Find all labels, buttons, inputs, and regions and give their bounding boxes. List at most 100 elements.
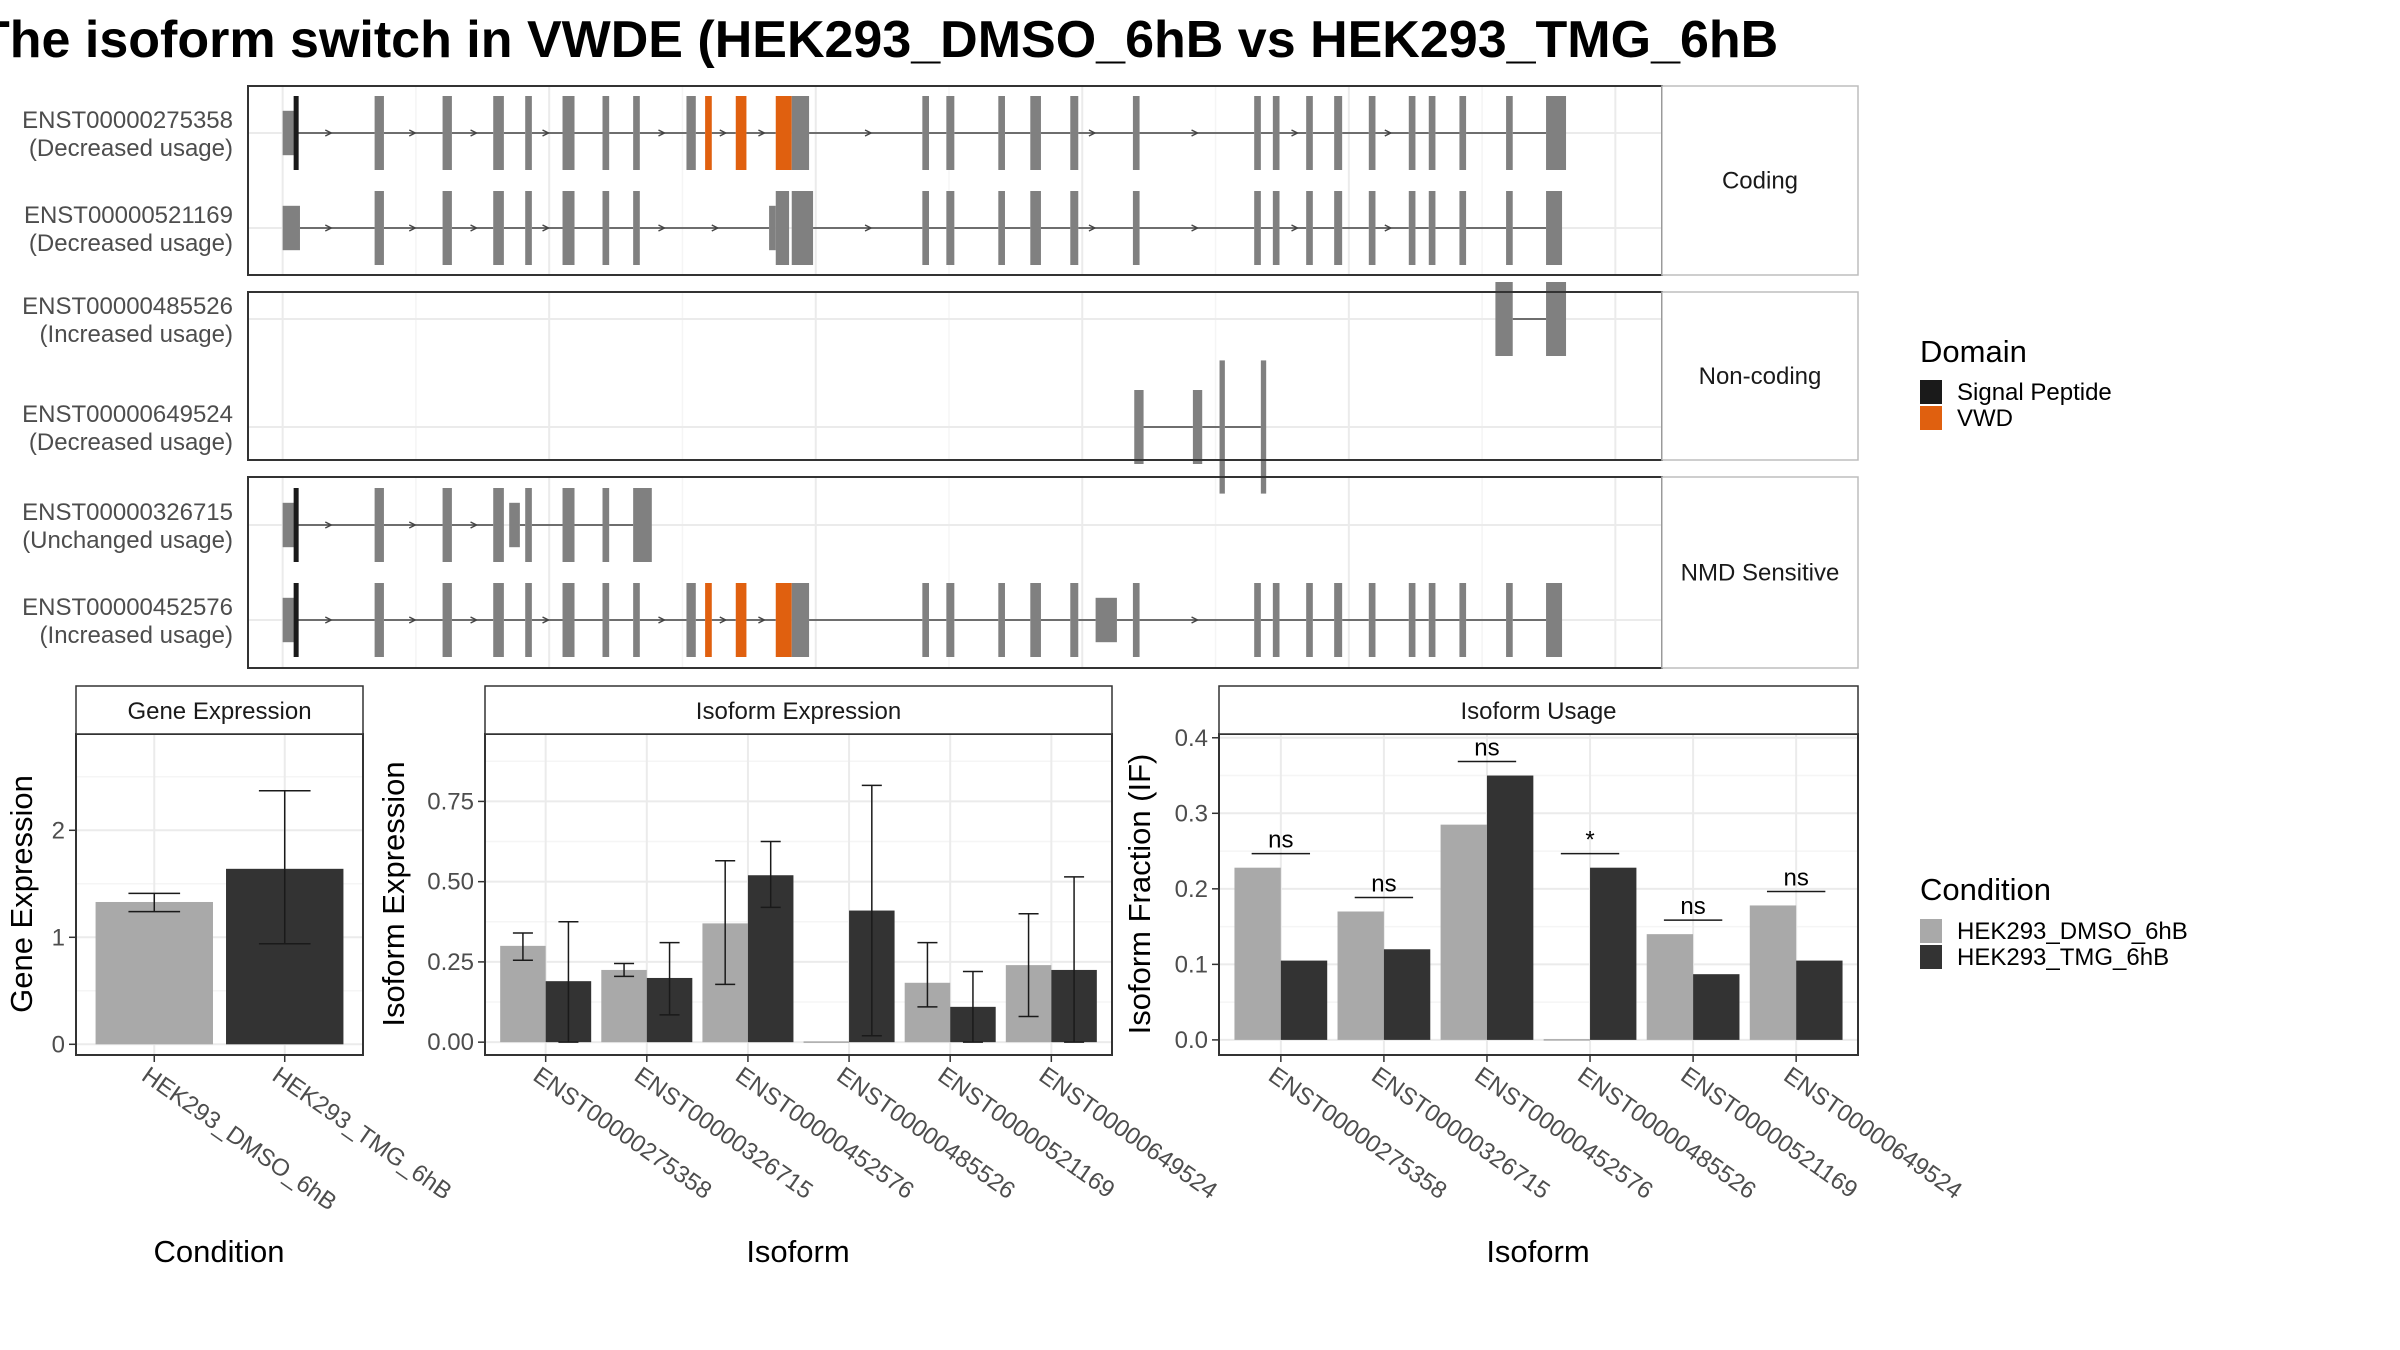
transcript-structure-panel: ENST00000275358(Decreased usage)ENST0000… bbox=[22, 85, 1859, 669]
domain-legend-label: VWD bbox=[1957, 405, 2013, 432]
exon bbox=[602, 583, 610, 657]
exon-vwd-domain bbox=[705, 583, 712, 657]
exon bbox=[1030, 583, 1041, 657]
exon bbox=[562, 96, 575, 170]
transcript-id-label: ENST00000485526 bbox=[22, 293, 233, 320]
exon bbox=[633, 191, 640, 265]
domain-legend-swatch bbox=[1920, 406, 1942, 430]
facet-strip-label: Non-coding bbox=[1699, 363, 1822, 390]
exon bbox=[1546, 191, 1563, 265]
exon bbox=[1030, 191, 1041, 265]
transcript-group-nmd-sensitive: ENST00000326715(Unchanged usage)ENST0000… bbox=[22, 476, 1859, 669]
significance-label: ns bbox=[1680, 893, 1705, 920]
transcript-usage-label: (Increased usage) bbox=[40, 321, 233, 348]
facet-strip-label: Coding bbox=[1722, 168, 1798, 195]
transcript-ENST00000326715: ENST00000326715(Unchanged usage) bbox=[22, 488, 652, 562]
exon bbox=[493, 488, 504, 562]
transcript-id-label: ENST00000326715 bbox=[22, 499, 233, 526]
transcript-id-label: ENST00000649524 bbox=[22, 401, 233, 428]
exon bbox=[1546, 282, 1567, 356]
significance-label: * bbox=[1585, 827, 1594, 854]
strand-arrow bbox=[1191, 224, 1200, 232]
exon bbox=[562, 583, 575, 657]
facet-strip bbox=[75, 685, 364, 735]
domain-legend-swatch bbox=[1920, 380, 1942, 404]
transcript-ENST00000485526: ENST00000485526(Increased usage) bbox=[22, 282, 1567, 356]
exon bbox=[1334, 583, 1343, 657]
condition-legend-label: HEK293_TMG_6hB bbox=[1957, 944, 2169, 971]
transcript-usage-label: (Decreased usage) bbox=[29, 135, 233, 162]
bar bbox=[1337, 911, 1384, 1040]
y-tick-label: 0 bbox=[52, 1031, 65, 1058]
strand-arrow bbox=[1384, 224, 1393, 232]
exon-signal-peptide bbox=[293, 96, 299, 170]
exon bbox=[791, 96, 810, 170]
exon bbox=[374, 583, 384, 657]
exon bbox=[525, 96, 532, 170]
strand-arrow bbox=[719, 129, 728, 137]
transcript-usage-label: (Increased usage) bbox=[40, 622, 233, 649]
exon-vwd-domain bbox=[775, 96, 792, 170]
significance-label: ns bbox=[1268, 827, 1293, 854]
exon bbox=[1272, 96, 1280, 170]
exon bbox=[1368, 583, 1376, 657]
strand-arrow bbox=[324, 224, 333, 232]
exon bbox=[633, 488, 652, 562]
exon-signal-peptide bbox=[293, 488, 299, 562]
exon bbox=[1132, 191, 1140, 265]
strand-arrow bbox=[658, 129, 667, 137]
y-tick-label: 0.75 bbox=[427, 788, 474, 815]
domain-legend-label: Signal Peptide bbox=[1957, 379, 2112, 406]
exon bbox=[562, 488, 575, 562]
exon bbox=[946, 191, 955, 265]
y-axis-title: Gene Expression bbox=[4, 775, 39, 1013]
facet-strip bbox=[1661, 291, 1859, 461]
y-tick-label: 0.3 bbox=[1175, 800, 1208, 827]
facet-strip bbox=[1661, 476, 1859, 669]
panel-border bbox=[247, 476, 1663, 669]
x-tick-label: ENST00000649524 bbox=[1779, 1062, 1967, 1205]
condition-legend-swatch bbox=[1920, 919, 1942, 943]
transcript-usage-label: (Decreased usage) bbox=[29, 429, 233, 456]
strand-arrow bbox=[1384, 129, 1393, 137]
exon bbox=[602, 191, 610, 265]
strand-arrow bbox=[324, 616, 333, 624]
facet-strip bbox=[1218, 685, 1859, 735]
strand-arrow bbox=[408, 224, 417, 232]
exon bbox=[1459, 191, 1467, 265]
exon bbox=[633, 583, 640, 657]
exon bbox=[1428, 96, 1436, 170]
exon bbox=[493, 583, 504, 657]
significance-label: ns bbox=[1783, 864, 1808, 891]
exon-vwd-domain bbox=[775, 583, 792, 657]
bar bbox=[500, 945, 546, 1043]
strand-arrow bbox=[470, 129, 479, 137]
y-tick-label: 0.50 bbox=[427, 869, 474, 896]
transcript-usage-label: (Decreased usage) bbox=[29, 230, 233, 257]
exon bbox=[374, 191, 384, 265]
facet-strip bbox=[1661, 85, 1859, 276]
bar bbox=[1646, 934, 1694, 1040]
exon bbox=[1254, 96, 1261, 170]
strand-arrow bbox=[1191, 616, 1200, 624]
bar bbox=[1590, 867, 1637, 1040]
exon-vwd-domain bbox=[735, 583, 747, 657]
exon bbox=[1132, 96, 1140, 170]
exon bbox=[1260, 360, 1267, 494]
y-tick-label: 0.0 bbox=[1175, 1027, 1208, 1054]
transcript-ENST00000452576: ENST00000452576(Increased usage) bbox=[22, 583, 1563, 657]
y-tick-label: 0.00 bbox=[427, 1029, 474, 1056]
transcript-id-label: ENST00000452576 bbox=[22, 594, 233, 621]
y-axis-title: Isoform Expression bbox=[376, 761, 411, 1026]
chart-isoform-usage: 0.0 0.1 0.2 0.3 0.4 ns ENST00000275358 ns ENST00… bbox=[1122, 685, 1967, 1269]
transcript-group-non-coding: ENST00000485526(Increased usage)ENST0000… bbox=[22, 282, 1859, 494]
x-axis-title: Isoform bbox=[1486, 1234, 1589, 1269]
exon bbox=[1459, 583, 1467, 657]
exon bbox=[791, 583, 810, 657]
exon bbox=[946, 96, 955, 170]
exon bbox=[442, 96, 452, 170]
exon bbox=[922, 96, 930, 170]
exon-vwd-domain bbox=[735, 96, 747, 170]
exon bbox=[525, 191, 532, 265]
strand-arrow bbox=[542, 616, 551, 624]
